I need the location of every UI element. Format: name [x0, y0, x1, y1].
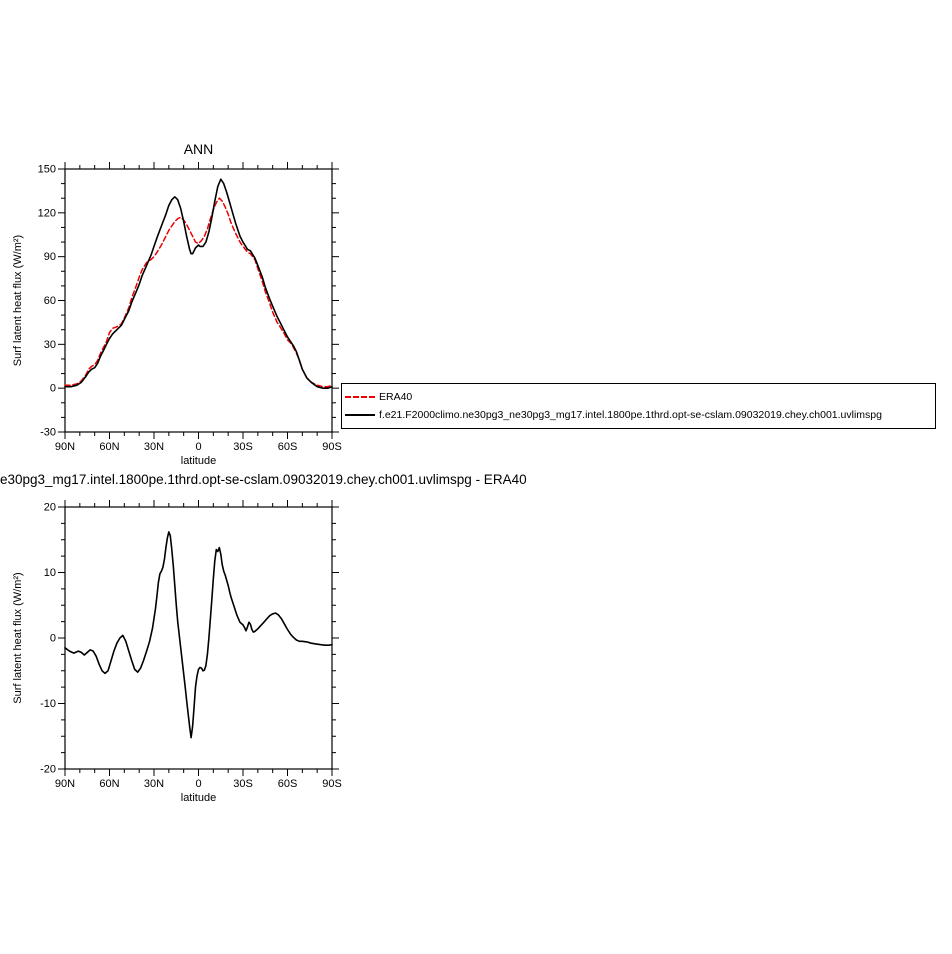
svg-text:90: 90 — [44, 251, 56, 263]
chart-title: ANN — [184, 141, 214, 157]
svg-text:-20: -20 — [40, 764, 56, 776]
svg-text:90N: 90N — [55, 441, 75, 453]
legend-label-era40: ERA40 — [379, 390, 413, 403]
svg-text:0: 0 — [195, 778, 201, 790]
legend-entry-model: f.e21.F2000climo.ne30pg3_ne30pg3_mg17.in… — [345, 410, 935, 421]
svg-text:0: 0 — [50, 383, 56, 395]
svg-text:20: 20 — [44, 502, 56, 514]
svg-text:60S: 60S — [278, 441, 298, 453]
svg-text:60N: 60N — [99, 778, 119, 790]
legend-label-model: f.e21.F2000climo.ne30pg3_ne30pg3_mg17.in… — [379, 408, 882, 421]
difference-chart: 90N 60N 30N 0 30S 60S 90S -20 -10 0 10 20 latitude Su… — [12, 500, 342, 804]
svg-text:120: 120 — [38, 207, 56, 219]
svg-text:30S: 30S — [233, 778, 253, 790]
svg-text:30N: 30N — [144, 441, 164, 453]
x-axis-title: latitude — [181, 792, 216, 804]
svg-text:60N: 60N — [99, 441, 119, 453]
era40-line-sample — [345, 395, 375, 398]
legend-entry-era40: ERA40 — [345, 392, 935, 403]
series-line-0 — [64, 197, 333, 388]
series-line-1 — [64, 178, 333, 390]
svg-text:0: 0 — [50, 633, 56, 645]
legend: ERA40 f.e21.F2000climo.ne30pg3_ne30pg3_m… — [341, 383, 936, 429]
svg-text:-10: -10 — [40, 698, 56, 710]
axis-tick-labels: 90N 60N 30N 0 30S 60S 90S -30 0 30 60 90 120 150 — [38, 164, 342, 454]
axis-tick-labels: 90N 60N 30N 0 30S 60S 90S -20 -10 0 10 20 — [40, 502, 342, 791]
axis-ticks — [58, 500, 339, 776]
y-axis-title: Surf latent heat flux (W/m²) — [12, 235, 24, 366]
difference-plot-title: e30pg3_mg17.intel.1800pe.1thrd.opt-se-cs… — [0, 472, 527, 487]
svg-text:-30: -30 — [40, 427, 56, 439]
svg-text:10: 10 — [44, 567, 56, 579]
svg-text:90S: 90S — [322, 441, 342, 453]
x-axis-title: latitude — [181, 455, 216, 467]
svg-text:0: 0 — [195, 441, 201, 453]
svg-text:90N: 90N — [55, 778, 75, 790]
svg-text:30S: 30S — [233, 441, 253, 453]
y-axis-title: Surf latent heat flux (W/m²) — [12, 572, 24, 703]
model-line-sample — [345, 414, 375, 417]
svg-text:60: 60 — [44, 295, 56, 307]
svg-text:90S: 90S — [322, 778, 342, 790]
svg-text:60S: 60S — [278, 778, 298, 790]
plot-frame — [64, 506, 333, 770]
surface-latent-heat-flux-chart: 90N 60N 30N 0 30S 60S 90S -30 0 30 60 90 120 150 ANN la… — [12, 141, 342, 467]
axis-ticks — [58, 162, 339, 439]
plot-frame — [64, 168, 333, 433]
svg-text:30: 30 — [44, 339, 56, 351]
series-line-0 — [64, 531, 333, 739]
svg-text:30N: 30N — [144, 778, 164, 790]
svg-text:150: 150 — [38, 164, 56, 176]
